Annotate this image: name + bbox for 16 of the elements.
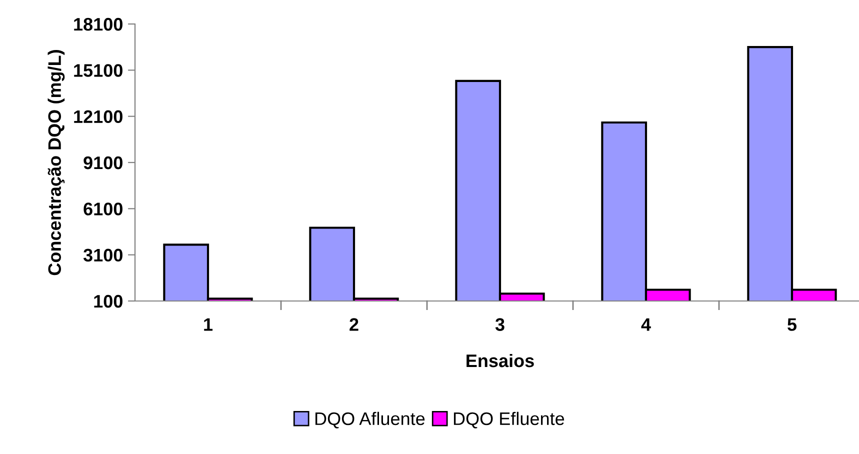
y-tick-label: 6100: [84, 202, 122, 216]
x-tick-label: 1: [204, 318, 213, 331]
y-tick-label: 9100: [84, 156, 122, 170]
y-tick-label: 100: [94, 294, 122, 308]
y-tick-label: 12100: [74, 110, 122, 124]
x-axis-title: Ensaios: [466, 354, 534, 368]
y-axis-title: Concentração DQO (mg/L): [48, 50, 65, 276]
x-tick-label: 4: [641, 318, 651, 331]
y-tick-label: 3100: [83, 248, 122, 262]
x-tick-label: 2: [350, 318, 358, 331]
y-tick-label: 18100: [74, 18, 122, 31]
x-tick-label: 3: [495, 318, 504, 331]
legend-label: DQO Afluente: [315, 412, 425, 428]
legend-label: DQO Efluente: [454, 412, 564, 428]
y-tick-label: 15100: [74, 64, 122, 77]
x-tick-label: 5: [788, 318, 797, 331]
